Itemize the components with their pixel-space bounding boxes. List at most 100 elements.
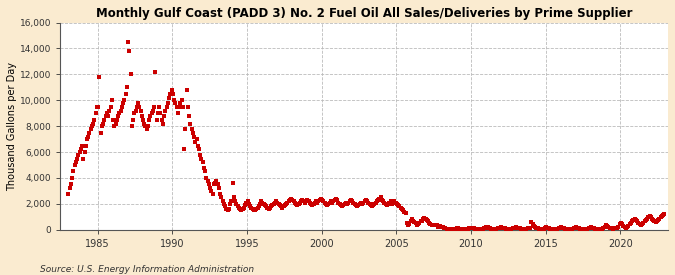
Point [307, 203, 318, 207]
Point [251, 207, 262, 211]
Point [577, 227, 588, 231]
Point [649, 219, 660, 224]
Point [653, 218, 664, 222]
Point [354, 202, 365, 206]
Point [383, 202, 394, 206]
Point [448, 227, 458, 232]
Point [159, 114, 169, 118]
Point [181, 88, 192, 92]
Point [212, 182, 223, 187]
Point [192, 143, 203, 148]
Point [495, 226, 506, 230]
Point [389, 199, 400, 204]
Point [595, 227, 606, 231]
Point [557, 226, 568, 230]
Point [287, 198, 298, 202]
Point [130, 108, 141, 113]
Point [632, 219, 643, 224]
Point [452, 226, 463, 231]
Point [276, 204, 287, 209]
Point [554, 226, 564, 230]
Point [578, 227, 589, 231]
Point [210, 181, 221, 185]
Point [115, 108, 126, 113]
Point [489, 227, 500, 231]
Point [556, 225, 566, 230]
Point [537, 227, 548, 231]
Point [603, 225, 614, 229]
Point [188, 134, 199, 139]
Point [626, 220, 637, 225]
Point [344, 199, 355, 204]
Point [267, 203, 278, 207]
Point [144, 117, 155, 122]
Point [392, 202, 402, 206]
Point [155, 111, 166, 116]
Point [410, 221, 421, 226]
Point [655, 215, 666, 220]
Point [312, 200, 323, 205]
Point [221, 207, 232, 211]
Point [446, 227, 457, 232]
Point [610, 226, 621, 230]
Point [434, 224, 445, 229]
Point [450, 227, 461, 231]
Point [560, 226, 570, 231]
Point [379, 200, 390, 205]
Point [591, 227, 601, 231]
Point [170, 101, 181, 105]
Point [364, 202, 375, 206]
Point [505, 227, 516, 231]
Point [363, 200, 374, 205]
Point [592, 227, 603, 231]
Point [371, 199, 382, 204]
Point [222, 208, 233, 213]
Point [179, 147, 190, 152]
Point [539, 226, 549, 231]
Point [549, 227, 560, 231]
Point [315, 198, 325, 202]
Y-axis label: Thousand Gallons per Day: Thousand Gallons per Day [7, 62, 17, 191]
Point [359, 199, 370, 204]
Point [477, 227, 488, 231]
Point [514, 226, 524, 230]
Point [219, 202, 230, 206]
Point [308, 202, 319, 206]
Point [535, 227, 545, 231]
Point [551, 227, 562, 231]
Point [485, 226, 495, 231]
Point [138, 117, 148, 122]
Point [279, 203, 290, 207]
Point [542, 226, 553, 230]
Point [163, 101, 173, 105]
Point [286, 196, 296, 201]
Point [648, 218, 659, 222]
Point [623, 223, 634, 228]
Point [325, 199, 336, 204]
Point [293, 202, 304, 206]
Point [622, 225, 632, 229]
Point [123, 40, 134, 44]
Point [510, 226, 520, 230]
Title: Monthly Gulf Coast (PADD 3) No. 2 Fuel Oil All Sales/Deliveries by Prime Supplie: Monthly Gulf Coast (PADD 3) No. 2 Fuel O… [96, 7, 632, 20]
Point [574, 226, 585, 231]
Point [134, 104, 144, 109]
Point [435, 224, 446, 228]
Point [443, 227, 454, 231]
Point [211, 178, 222, 183]
Point [530, 225, 541, 229]
Text: Source: U.S. Energy Information Administration: Source: U.S. Energy Information Administ… [40, 265, 254, 274]
Point [572, 226, 583, 230]
Point [303, 199, 314, 204]
Point [641, 218, 651, 222]
Point [228, 195, 239, 200]
Point [475, 227, 486, 231]
Point [117, 101, 128, 105]
Point [481, 224, 492, 229]
Point [543, 226, 554, 230]
Point [108, 117, 119, 122]
Point [196, 156, 207, 161]
Point [393, 203, 404, 207]
Point [122, 85, 132, 89]
Point [541, 225, 551, 230]
